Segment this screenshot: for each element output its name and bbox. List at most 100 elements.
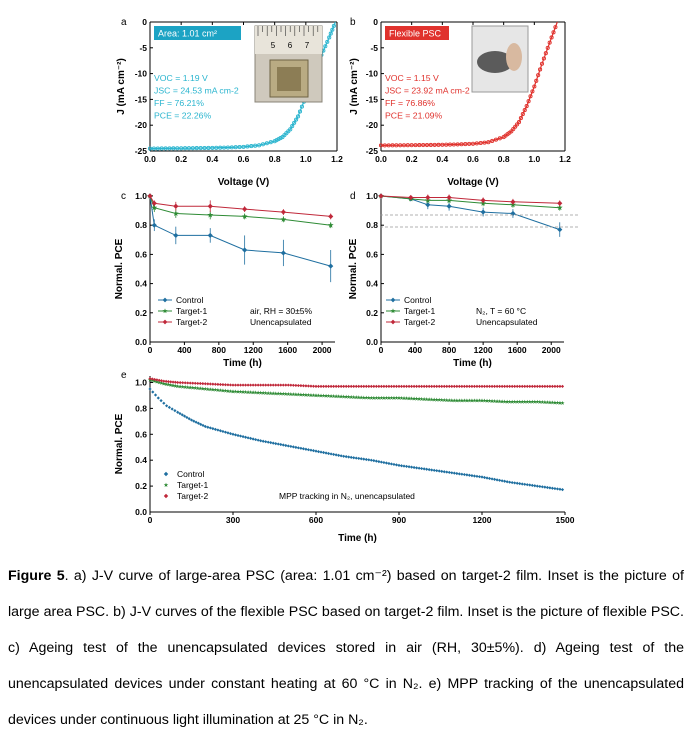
panel-e-point-target-1: [520, 399, 525, 404]
panel-c-line-target-1: [149, 195, 331, 226]
panel-e-point-control: [218, 429, 223, 433]
panel-a-jv-point: [155, 146, 160, 151]
panel-e-point-control: [249, 436, 253, 441]
panel-e-point-target-2: [399, 384, 404, 388]
panel-b-jv-point: [520, 112, 525, 117]
panel-a-y-tick-label: -20: [135, 120, 148, 130]
panel-e-point-target-2: [191, 381, 195, 385]
panel-e-point-target-1: [351, 394, 356, 399]
panel-e-point-target-1: [364, 395, 369, 400]
panel-e-point-control: [246, 436, 250, 440]
panel-b-jv-point: [486, 140, 491, 145]
panel-d-y-tick-label: 0.2: [366, 308, 378, 318]
panel-e-point-target-1: [505, 399, 510, 404]
panel-e-point-target-1: [427, 397, 432, 402]
panel-e-point-target-2: [291, 383, 295, 387]
panel-b-y-tick-label: -25: [366, 146, 379, 156]
panel-e-point-target-2: [299, 384, 303, 388]
panel-e-x-title: Time (h): [338, 533, 377, 544]
panel-e-point-target-1: [512, 399, 517, 404]
panel-e-point-target-1: [522, 399, 527, 404]
panel-e-point-target-1: [545, 400, 550, 405]
panel-e-point-target-2: [157, 378, 161, 382]
panel-e-point-target-1: [391, 395, 397, 400]
panel-e-point-control: [430, 468, 434, 472]
panel-e-point-target-2: [409, 384, 414, 388]
panel-e-point-target-1: [560, 400, 565, 405]
panel-a-jv-point: [325, 39, 330, 44]
panel-e-x-tick-label: 300: [226, 515, 240, 525]
panel-e-point-target-1: [454, 398, 459, 403]
panel-b-jv-point: [497, 136, 502, 141]
panel-e-point-target-1: [240, 389, 246, 394]
panel-e-point-control: [354, 456, 358, 460]
panel-e-point-control: [276, 442, 280, 446]
panel-c-point-target-1: [151, 204, 158, 211]
panel-a-jv-point: [206, 145, 211, 151]
panel-e-point-control: [382, 460, 386, 465]
panel-e-point-target-2: [548, 384, 552, 388]
panel-e-point-control: [520, 482, 524, 486]
panel-e-point-target-1: [301, 392, 306, 397]
panel-e-point-target-1: [341, 394, 346, 399]
panel-e-point-target-2: [344, 384, 348, 388]
panel-e-point-target-2: [500, 384, 504, 388]
panel-d-point-target-2: [446, 194, 452, 201]
panel-e-point-target-1: [386, 395, 392, 400]
panel-c-point-target-2: [173, 203, 179, 209]
panel-e-point-control: [241, 435, 245, 439]
panel-e-point-control: [329, 452, 333, 456]
panel-e-point-control: [226, 431, 230, 435]
panel-e-legend-label: Target-2: [177, 491, 208, 501]
panel-e-point-target-2: [387, 384, 391, 388]
panel-e-point-target-2: [430, 384, 434, 388]
panel-e-point-control: [337, 453, 341, 457]
panel-e-point-control: [482, 475, 487, 480]
panel-e-point-control: [432, 468, 436, 472]
panel-a-jv-point: [163, 146, 168, 151]
panel-e-point-target-1: [175, 384, 180, 389]
panel-a-jv-point: [175, 146, 180, 151]
panel-a-x-tick-label: 0.2: [175, 154, 187, 164]
panel-a-jv-point: [237, 144, 242, 150]
panel-e-point-target-1: [271, 391, 276, 396]
panel-e-point-control: [180, 413, 184, 417]
panel-e-point-control: [465, 473, 469, 477]
panel-e-point-control: [543, 485, 547, 489]
panel-e-point-target-2: [173, 380, 177, 384]
panel-a-jv-point: [249, 144, 254, 149]
panel-e-point-target-1: [374, 395, 379, 400]
panel-e-point-target-1: [213, 387, 218, 392]
panel-e-point-target-1: [517, 399, 522, 404]
panel-c-legend-label: Target-2: [176, 317, 207, 327]
panel-e-point-target-1: [361, 395, 366, 400]
panel-e-point-target-1: [159, 380, 164, 385]
panel-e-y-tick-label: 0.8: [135, 403, 147, 413]
panel-e-point-control: [394, 463, 399, 467]
panel-a-jv-point: [151, 146, 156, 151]
panel-e-point-target-2: [508, 384, 512, 388]
panel-a-jv-point: [327, 35, 332, 40]
panel-e-point-target-2: [223, 383, 228, 387]
panel-b-x-title: Voltage (V): [447, 177, 498, 188]
panel-e-point-target-1: [288, 392, 293, 397]
panel-b-jv-point: [545, 45, 550, 50]
panel-a-jv-point: [297, 109, 303, 114]
panel-b-jv-point: [467, 141, 472, 146]
panel-e-point-control: [319, 450, 323, 454]
panel-e-point-control: [404, 464, 409, 469]
panel-e-point-target-2: [249, 383, 253, 387]
panel-c-point-target-1: [327, 222, 334, 228]
panel-b-jv-point: [551, 30, 556, 35]
panel-e-point-target-1: [218, 388, 223, 393]
panel-e-point-target-1: [200, 386, 205, 391]
panel-e-point-target-2: [440, 384, 444, 388]
panel-e-point-target-2: [445, 384, 449, 388]
panel-e-point-target-1: [472, 398, 477, 403]
panel-c-point-control: [173, 232, 179, 239]
panel-a-label-box-text: Area: 1.01 cm²: [158, 29, 217, 39]
panel-e-point-control: [167, 405, 171, 410]
panel-a-x-title: Voltage (V): [218, 177, 269, 188]
panel-e-point-control: [510, 480, 514, 485]
panel-e-point-target-2: [543, 384, 547, 388]
